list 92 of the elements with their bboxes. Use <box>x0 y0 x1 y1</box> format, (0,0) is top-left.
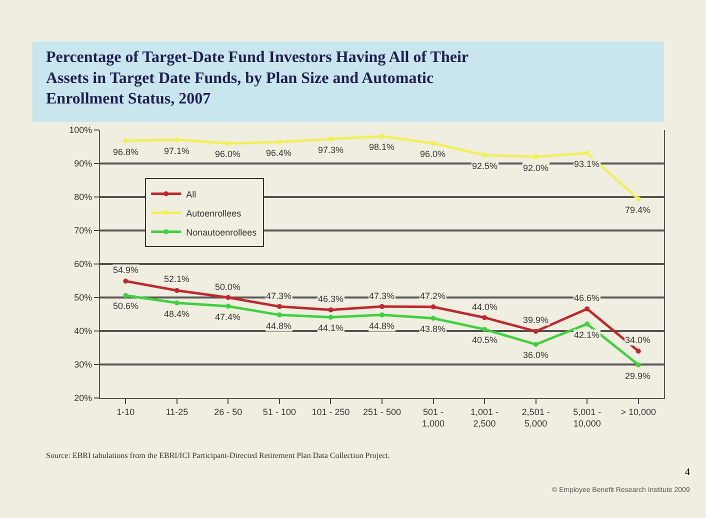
point <box>482 326 488 332</box>
x-tick-label: 101 - 250 <box>312 406 350 417</box>
chart-title: Percentage of Target-Date Fund Investors Having All of Their Assets in Target Date Funds, by Plan Size and Automatic Enrollment Status, 2007 <box>46 49 468 108</box>
data-label: 44.8% <box>369 321 395 331</box>
y-tick-label: 100% <box>69 125 92 136</box>
x-tick-label: 5,001 - 10,000 <box>573 406 602 428</box>
point <box>328 136 334 142</box>
point <box>276 304 282 310</box>
data-label: 96.0% <box>215 149 241 159</box>
legend-label: All <box>186 189 196 200</box>
data-label: 93.1% <box>574 159 600 169</box>
data-label: 96.8% <box>113 147 139 157</box>
y-tick-label: 90% <box>74 158 92 169</box>
x-tick-label: 11-25 <box>166 406 188 417</box>
point <box>123 138 128 144</box>
x-tick-label: 251 - 500 <box>362 406 402 417</box>
point <box>533 154 538 160</box>
data-label: 44.8% <box>266 321 292 331</box>
point <box>430 140 436 146</box>
point <box>328 314 334 320</box>
point <box>430 304 436 310</box>
y-tick-label: 20% <box>74 393 92 404</box>
data-label: 43.8% <box>420 324 446 334</box>
y-tick-label: 80% <box>74 192 92 202</box>
data-label: 44.1% <box>318 323 344 333</box>
data-label: 98.1% <box>369 142 395 152</box>
point <box>226 304 231 309</box>
point <box>482 152 488 158</box>
point <box>533 328 538 334</box>
text: 4 <box>685 467 690 478</box>
data-label: 92.0% <box>523 163 549 173</box>
data-label: 46.3% <box>318 294 344 304</box>
point <box>174 300 180 306</box>
source-note: Source: EBRI tabulations from the EBRI/ICI Participant-Directed Retirement Plan Data Collection Project. <box>46 451 390 460</box>
data-label: 39.9% <box>523 315 549 325</box>
y-tick-label: 70% <box>74 226 92 236</box>
point <box>430 316 436 321</box>
data-label: 79.4% <box>625 205 651 215</box>
point <box>328 307 334 312</box>
data-label: 96.4% <box>266 148 292 158</box>
point <box>380 312 384 318</box>
data-label: 47.2% <box>420 291 446 301</box>
data-label: 40.5% <box>472 335 498 345</box>
x-tick-label: 26 - 50 <box>214 406 242 417</box>
x-tick-label: 51 - 100 <box>262 406 296 417</box>
y-tick-label: 40% <box>74 326 92 336</box>
x-tick-label: 501 - 1,000 <box>422 406 445 428</box>
data-label: 92.5% <box>472 161 498 171</box>
point <box>380 304 384 310</box>
data-label: 50.0% <box>215 282 241 292</box>
x-tick-label: 1-10 <box>116 406 135 417</box>
data-label: 29.9% <box>625 371 651 381</box>
data-label: 42.1% <box>574 330 600 340</box>
data-label: 96.0% <box>420 149 446 159</box>
data-label: 97.3% <box>318 145 344 155</box>
point <box>123 292 128 298</box>
point <box>380 134 384 139</box>
legend-label: Autoenrollees <box>186 208 242 218</box>
data-label: 50.6% <box>113 301 139 311</box>
point <box>636 348 641 354</box>
data-label: 46.6% <box>574 293 600 303</box>
y-tick-label: 60% <box>74 259 92 270</box>
y-tick-label: 30% <box>74 360 92 370</box>
point <box>584 150 590 156</box>
point <box>276 140 282 145</box>
x-tick-label: > 10,000 <box>620 406 656 417</box>
x-tick-label: 2,501 - 5,000 <box>522 406 550 428</box>
data-label: 54.9% <box>113 265 139 275</box>
point <box>584 306 590 312</box>
x-tick-label: 1,001 - 2,500 <box>470 406 499 428</box>
data-label: 52.1% <box>164 274 190 284</box>
data-label: 48.4% <box>164 309 190 319</box>
point <box>584 321 590 326</box>
y-tick-label: 50% <box>74 292 92 303</box>
data-label: 47.3% <box>266 291 292 301</box>
point <box>226 140 231 146</box>
legend-label: Nonautoenrollees <box>186 227 258 238</box>
point <box>174 137 180 142</box>
point <box>533 342 538 347</box>
data-label: 44.0% <box>472 302 498 312</box>
point <box>482 315 488 320</box>
point <box>636 362 641 368</box>
point <box>174 288 180 293</box>
point <box>226 295 231 300</box>
data-label: 34.0% <box>625 335 651 345</box>
point <box>276 312 282 318</box>
point <box>636 196 641 202</box>
data-label: 47.4% <box>215 312 241 322</box>
data-label: 36.0% <box>523 350 549 360</box>
data-label: 47.3% <box>369 291 395 301</box>
point <box>123 278 128 284</box>
data-label: 97.1% <box>164 146 190 156</box>
